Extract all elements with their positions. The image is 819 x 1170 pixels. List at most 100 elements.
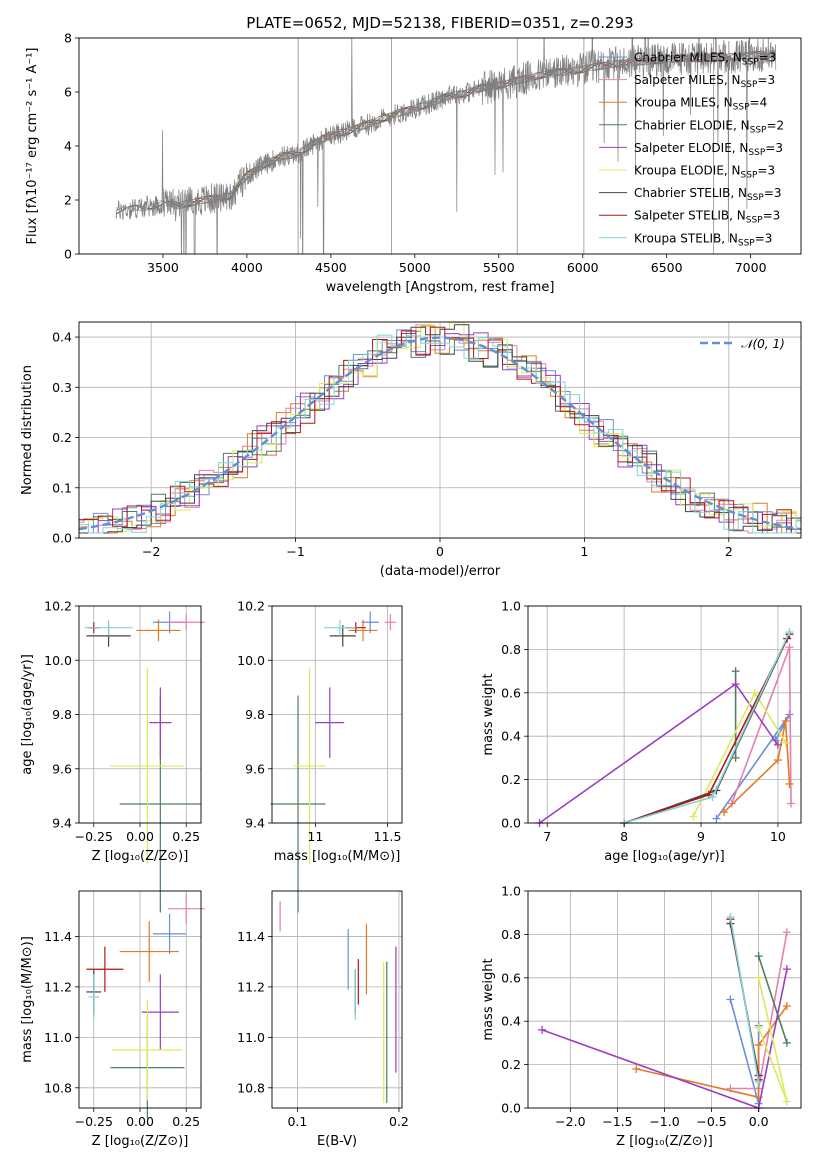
weight-point-marker: [773, 740, 782, 749]
weight-point-marker: [731, 680, 740, 689]
errorbar-kroupa-elodie: [293, 668, 326, 864]
y-tick-label: 0.6: [501, 685, 521, 700]
weight-point-marker: [754, 1023, 763, 1032]
y-tick-label: 11.2: [237, 979, 265, 994]
x-tick-label: 0.00: [126, 1114, 154, 1129]
x-axis-label: Z [log₁₀(Z/Z⊙)]: [92, 849, 189, 864]
series-kroupa-miles: [720, 717, 794, 817]
x-tick-label: −1.0: [649, 1114, 679, 1129]
errorbar-kroupa-miles: [136, 619, 181, 642]
weight-line: [757, 977, 788, 1102]
weight-point-marker: [726, 913, 735, 922]
weight-line: [539, 682, 779, 824]
weight-point-marker: [726, 995, 735, 1004]
x-tick-label: −1: [286, 544, 304, 559]
legend-entry-salpeter-elodie: Salpeter ELODIE, NSSP=3: [634, 141, 783, 158]
y-tick-label: 0.1: [52, 480, 72, 495]
y-tick-label: 1.0: [501, 599, 521, 614]
legend-entry-chabrier-stelib: Chabrier STELIB, NSSP=3: [634, 186, 782, 203]
weight-point-marker: [782, 1002, 791, 1011]
x-axis-label: (data-model)/error: [380, 564, 501, 579]
axes-frame: [78, 890, 202, 1109]
y-axis-label: mass weight: [481, 673, 496, 755]
y-tick-label: 10.8: [44, 1080, 72, 1095]
x-tick-label: 0.00: [126, 829, 154, 844]
x-tick-label: −2.0: [555, 1114, 585, 1129]
y-tick-label: 8: [64, 31, 72, 46]
weight-point-marker: [754, 1077, 763, 1086]
plot-area-age_vs_mass: [270, 605, 402, 913]
x-tick-label: 0: [436, 544, 444, 559]
y-tick-label: 11.0: [237, 1030, 265, 1045]
weight-point-marker: [754, 1041, 763, 1050]
plot-area-weight_vs_age: [528, 605, 801, 827]
panel-weight_vs_age: 7 8 9 10 0.0 0.2 0.4 0.6 0.8 1.0 age [log₁₀(age/yr…: [481, 599, 802, 864]
weight-point-marker: [787, 799, 796, 808]
histogram-chabrier-stelib: [79, 324, 801, 534]
x-tick-label: −1.5: [602, 1114, 632, 1129]
y-tick-label: 0.4: [52, 330, 72, 345]
y-axis-label: mass weight: [481, 958, 496, 1040]
axes-frame: [78, 321, 802, 539]
errorbar-chabrier-stelib: [329, 624, 356, 647]
y-tick-label: 11.4: [44, 929, 72, 944]
errorbar-kroupa-stelib: [324, 619, 356, 636]
panel-residuals: −2 −1 0 1 2 0.0 0.1 0.2 0.3 0.4 (data-model)/error…: [20, 321, 802, 579]
ticks-weight_vs_age: 7 8 9 10 0.0 0.2 0.4 0.6 0.8 1.0: [501, 599, 786, 845]
panel-age_vs_mass: 11 11.5 9.4 9.6 9.8 10.0 10.2 mass [log₁₀(M/M⊙)…: [237, 599, 403, 913]
weight-point-marker: [785, 779, 794, 788]
y-tick-label: 0.2: [501, 772, 521, 787]
y-tick-label: 9.8: [52, 707, 72, 722]
ticks-mass_vs_ebv: 0.1 0.2 10.8 11.0 11.2 11.4: [237, 929, 409, 1129]
y-tick-label: 10.0: [44, 653, 72, 668]
legend-entry-salpeter-stelib: Salpeter STELIB, NSSP=3: [634, 209, 780, 226]
x-tick-label: 0.25: [172, 1114, 200, 1129]
y-tick-label: 0.0: [501, 816, 521, 831]
weight-point-marker: [712, 814, 721, 823]
weight-point-marker: [782, 1097, 791, 1106]
y-tick-label: 11.0: [44, 1030, 72, 1045]
weight-point-marker: [781, 738, 790, 747]
y-tick-label: 9.4: [52, 816, 72, 831]
x-axis-label: wavelength [Angstrom, rest frame]: [326, 280, 555, 295]
x-tick-label: 6000: [567, 260, 599, 275]
series-chabrier-elodie: [754, 952, 791, 1047]
x-tick-label: 11: [307, 829, 323, 844]
series-kroupa-stelib: [726, 913, 763, 1086]
x-tick-label: −0.25: [75, 829, 113, 844]
y-tick-label: 2: [64, 193, 72, 208]
y-tick-label: 0.0: [52, 531, 72, 546]
y-tick-label: 0.8: [501, 927, 521, 942]
errorbar-salpeter-elodie: [149, 687, 172, 758]
x-tick-label: −0.25: [75, 1114, 113, 1129]
x-axis-label: age [log₁₀(age/yr)]: [604, 849, 725, 864]
x-tick-label: 6500: [651, 260, 683, 275]
plot-area-spectrum: [115, 38, 777, 254]
y-tick-label: 0: [64, 247, 72, 262]
plot-area-residuals: [79, 322, 801, 539]
errorbar-salpeter-miles: [384, 614, 397, 631]
x-tick-label: 4000: [231, 260, 263, 275]
series-chabrier-stelib: [620, 634, 792, 827]
errorbar-salpeter-miles: [167, 614, 205, 631]
y-tick-label: 0.2: [501, 1057, 521, 1072]
weight-point-marker: [731, 667, 740, 676]
errorbar-kroupa-elodie: [110, 668, 185, 864]
x-axis-label: Z [log₁₀(Z/Z⊙)]: [92, 1134, 189, 1149]
errorbar-salpeter-elodie: [141, 974, 179, 1050]
axes-frame: [271, 605, 403, 824]
axes-frame: [271, 890, 403, 1109]
panel-mass_vs_ebv: 0.1 0.2 10.8 11.0 11.2 11.4 E(B-V): [237, 890, 409, 1149]
legend-entry-chabrier-elodie: Chabrier ELODIE, NSSP=2: [634, 118, 784, 135]
y-tick-label: 9.8: [245, 707, 265, 722]
series-kroupa-stelib: [620, 628, 794, 827]
ticks-residuals: −2 −1 0 1 2 0.0 0.1 0.2 0.3 0.4: [52, 330, 733, 559]
histogram-salpeter-stelib: [79, 326, 801, 534]
x-tick-label: 1: [580, 544, 588, 559]
x-tick-label: 3500: [147, 260, 179, 275]
x-tick-label: 5500: [483, 260, 515, 275]
errorbar-chabrier-miles: [361, 611, 379, 634]
panel-age_vs_Z: −0.25 0.00 0.25 9.4 9.6 9.8 10.0 10.2 Z [log₁₀(Z…: [20, 599, 205, 913]
x-axis-label: Z [log₁₀(Z/Z⊙)]: [616, 1134, 713, 1149]
weight-point-marker: [754, 952, 763, 961]
